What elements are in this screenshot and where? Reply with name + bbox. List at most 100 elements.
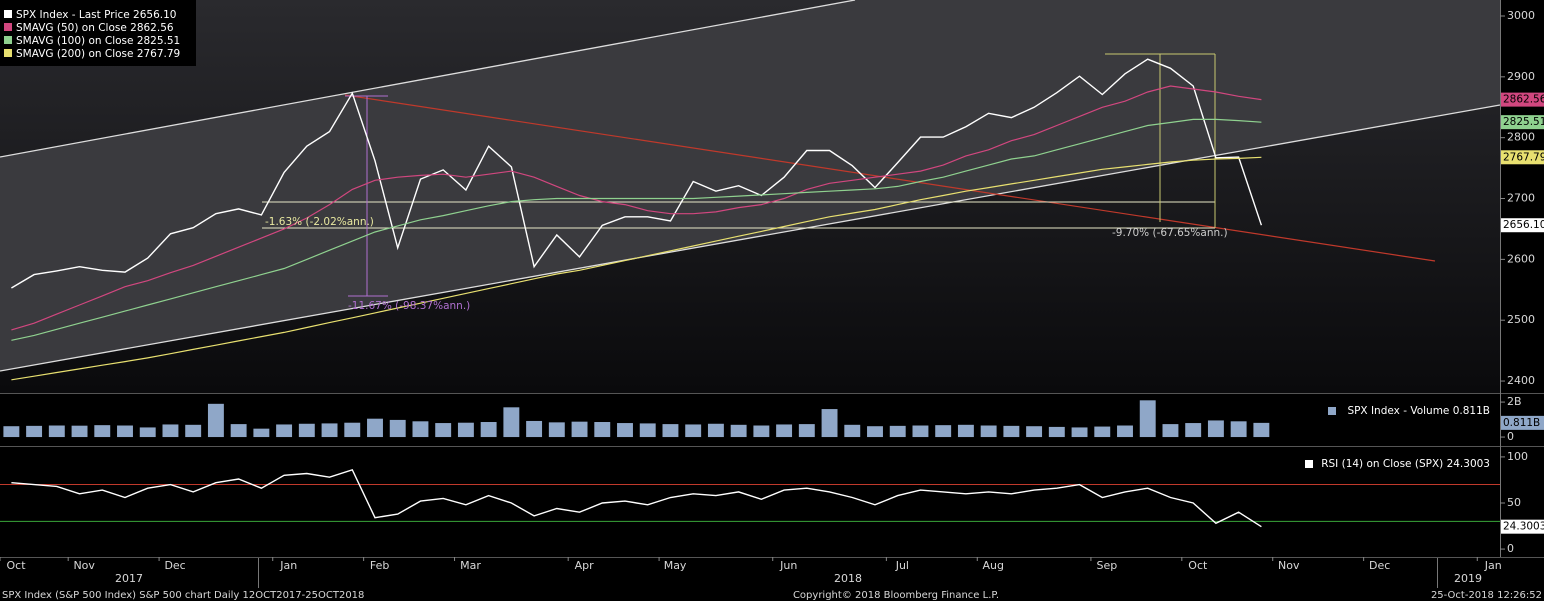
volume-bar xyxy=(1071,427,1088,438)
x-tick-label: Jan xyxy=(279,559,297,572)
footer-center: Copyright© 2018 Bloomberg Finance L.P. xyxy=(793,590,999,601)
volume-bar xyxy=(935,425,952,438)
legend-swatch xyxy=(1328,407,1336,415)
x-tick-label: Nov xyxy=(1278,559,1300,572)
volume-bar xyxy=(980,425,997,438)
x-tick-label: Jul xyxy=(895,559,909,572)
volume-bar xyxy=(821,409,838,438)
legend-label: SMAVG (100) on Close 2825.51 xyxy=(16,35,180,47)
volume-bar xyxy=(26,425,43,438)
legend-swatch xyxy=(1305,460,1313,468)
volume-bar xyxy=(844,424,861,438)
y-tick-label: 3000 xyxy=(1507,9,1535,22)
volume-bar xyxy=(662,424,679,438)
x-tick-label: Sep xyxy=(1097,559,1118,572)
y-tick-label: 0 xyxy=(1507,430,1514,443)
y-tick-label: 0 xyxy=(1507,542,1514,555)
volume-bar xyxy=(253,428,270,438)
volume-bar xyxy=(48,425,65,438)
y-tick-label: 2600 xyxy=(1507,252,1535,265)
series-line xyxy=(11,468,1262,528)
volume-bar xyxy=(1185,423,1202,438)
trend-line xyxy=(344,94,1436,262)
legend-swatch xyxy=(4,49,12,57)
last-value-box xyxy=(1501,150,1544,165)
volume-bar xyxy=(435,423,452,438)
series-line xyxy=(11,156,1262,381)
legend-swatch xyxy=(4,36,12,44)
channel-line xyxy=(0,0,856,158)
volume-bar xyxy=(480,422,497,438)
volume-bar xyxy=(389,419,406,438)
legend-label: SMAVG (50) on Close 2862.56 xyxy=(16,22,174,34)
x-tick-label: Oct xyxy=(1188,559,1208,572)
volume-bar xyxy=(639,423,656,438)
legend-box xyxy=(0,0,196,66)
series-line xyxy=(11,58,1263,289)
volume-bar xyxy=(412,421,429,438)
x-tick-label: Oct xyxy=(6,559,26,572)
volume-bar xyxy=(94,425,111,438)
volume-bar xyxy=(367,418,383,438)
y-tick-label: 50 xyxy=(1507,496,1521,509)
x-tick-label: Nov xyxy=(73,559,95,572)
annotation: -9.70% (-67.65%ann.) xyxy=(1112,227,1228,239)
volume-bar xyxy=(276,424,293,438)
y-tick-label: 2800 xyxy=(1507,131,1535,144)
volume-bar xyxy=(1230,421,1247,438)
volume-bar xyxy=(503,407,520,438)
volume-bar xyxy=(571,421,588,438)
volume-bar xyxy=(1139,400,1156,438)
last-value-label: 2767.79 xyxy=(1503,151,1544,163)
volume-bar xyxy=(321,423,338,438)
year-label: 2017 xyxy=(115,572,143,585)
last-value-label: 24.3003 xyxy=(1503,521,1544,533)
volume-bar xyxy=(730,424,747,438)
annotation: -11.67% (-98.37%ann.) xyxy=(348,300,470,312)
x-tick-label: Mar xyxy=(460,559,481,572)
x-tick-label: Dec xyxy=(1369,559,1390,572)
volume-bar xyxy=(3,426,20,438)
legend-swatch xyxy=(4,23,12,31)
volume-bar xyxy=(776,424,793,438)
x-tick-label: Feb xyxy=(370,559,389,572)
legend-label: SPX Index - Volume 0.811B xyxy=(1347,405,1490,417)
volume-bar xyxy=(207,403,224,438)
last-value-box xyxy=(1501,218,1544,233)
legend-label: SPX Index - Last Price 2656.10 xyxy=(16,9,176,21)
volume-bar xyxy=(344,422,361,438)
volume-bar xyxy=(457,422,474,438)
volume-bar xyxy=(298,423,315,438)
volume-bar xyxy=(1253,422,1270,438)
y-tick-label: 2700 xyxy=(1507,192,1535,205)
legend-label: RSI (14) on Close (SPX) 24.3003 xyxy=(1321,458,1490,470)
series-line xyxy=(11,85,1262,331)
y-tick-label: 2900 xyxy=(1507,70,1535,83)
volume-bar xyxy=(957,424,974,438)
volume-bar xyxy=(867,426,883,438)
volume-bar xyxy=(548,422,565,438)
volume-bar xyxy=(117,425,133,438)
channel-line xyxy=(0,104,1501,372)
last-value-box xyxy=(1501,519,1544,534)
y-tick-label: 100 xyxy=(1507,450,1528,463)
footer-right: 25-Oct-2018 12:26:52 xyxy=(1431,590,1542,601)
year-label: 2018 xyxy=(834,572,862,585)
last-value-box xyxy=(1501,415,1544,430)
y-tick-label: 2400 xyxy=(1507,374,1535,387)
y-tick-label: 2B xyxy=(1507,395,1522,408)
volume-bar xyxy=(1026,426,1043,438)
x-tick-label: Aug xyxy=(983,559,1004,572)
volume-bar xyxy=(594,422,611,438)
x-tick-label: Apr xyxy=(575,559,595,572)
volume-bar xyxy=(71,425,88,438)
volume-bar xyxy=(1003,425,1020,438)
volume-bar xyxy=(1094,426,1111,438)
volume-bar xyxy=(685,424,702,438)
volume-bar xyxy=(798,424,815,438)
series-line xyxy=(11,118,1262,341)
y-tick-label: 2500 xyxy=(1507,313,1535,326)
volume-bar xyxy=(1117,425,1133,438)
